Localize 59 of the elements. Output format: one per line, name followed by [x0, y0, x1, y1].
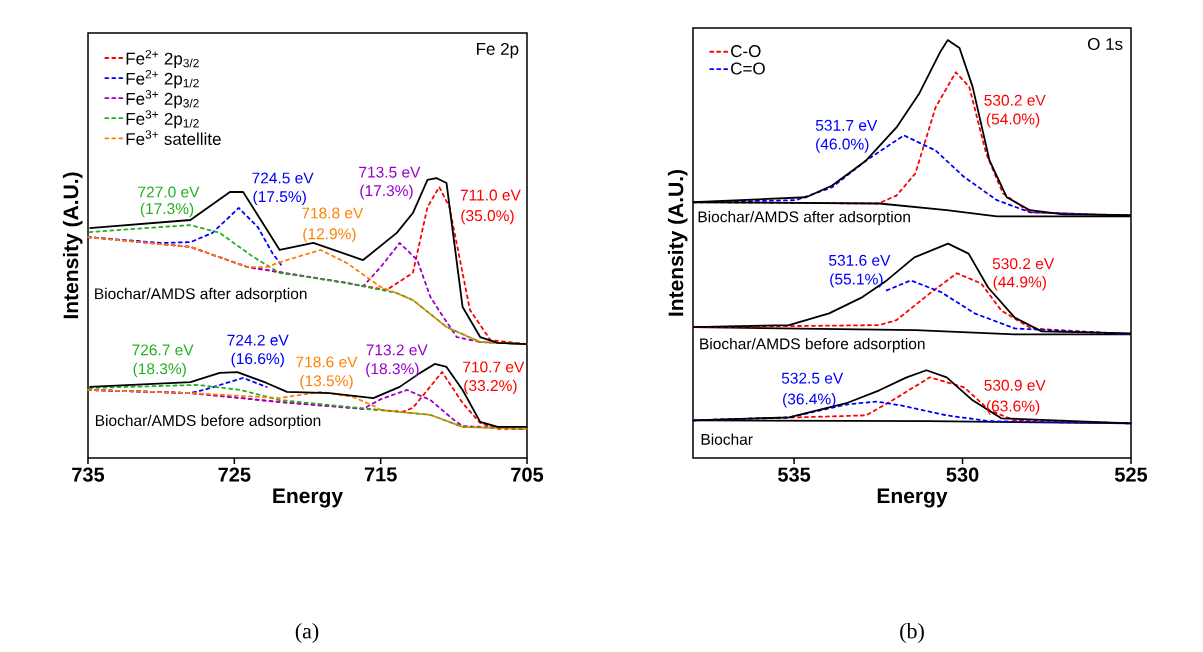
annotation: (13.5%)	[300, 374, 353, 390]
annotation: 530.2 eV	[992, 258, 1055, 270]
annotation: (17.3%)	[140, 202, 194, 218]
text: 713.5 eV	[359, 166, 421, 178]
annotation: (18.3%)	[366, 362, 419, 378]
y-axis-title: Intensity (A.U.)	[62, 172, 83, 319]
annotation: 532.5 eV	[781, 372, 844, 384]
annotation: (16.6%)	[231, 352, 284, 368]
annotation: (35.0%)	[461, 209, 514, 225]
annotation: 724.2 eV	[227, 334, 289, 346]
annotation: Biochar	[701, 433, 753, 445]
annotation: 530.9 eV	[984, 379, 1046, 391]
text: (b)	[900, 623, 924, 643]
chart-title: Fe 2p	[477, 42, 519, 59]
x-tick-label: 715	[364, 467, 397, 482]
annotation: Biochar/AMDS before adsorption	[700, 337, 925, 353]
annotation: 718.8 eV	[302, 207, 364, 219]
annotation: (36.4%)	[783, 393, 836, 408]
legend-label: C-O	[731, 45, 761, 58]
annotation: Biochar/AMDS before adsorption	[95, 414, 321, 430]
annotation: (33.2%)	[464, 379, 517, 395]
x-tick-label: 735	[72, 467, 105, 482]
legend-label: Fe$^{2+}$ 2p$_{1/2}$	[126, 70, 199, 89]
annotation: 531.7 eV	[815, 119, 878, 131]
annotation: 724.5 eV	[252, 172, 314, 184]
x-tick-label: 535	[778, 467, 811, 482]
annotation: Biochar/AMDS after adsorption	[95, 287, 307, 303]
annotation: 727.0 eV	[138, 186, 200, 198]
annotation: (46.0%)	[816, 138, 869, 153]
annotation: (44.9%)	[993, 276, 1046, 291]
annotation: 713.2 eV	[366, 344, 428, 356]
legend-label: Fe$^{3+}$ satellite	[126, 130, 221, 146]
annotation: (18.3%)	[133, 362, 186, 378]
annotation: 530.2 eV	[984, 94, 1046, 106]
annotation: 711.0 eV	[460, 189, 521, 201]
x-axis-title: Energy	[877, 488, 948, 508]
annotation: (17.5%)	[253, 190, 306, 206]
annotation: (55.1%)	[830, 273, 883, 288]
annotation: 710.7 eV	[463, 361, 525, 373]
legend-label: Fe$^{3+}$ 2p$_{3/2}$	[126, 90, 199, 109]
legend-label: C=O	[731, 62, 765, 75]
annotation: (54.0%)	[986, 113, 1040, 128]
annotation: 718.6 eV	[296, 356, 358, 368]
annotation: (17.3%)	[360, 184, 413, 200]
annotation: (12.9%)	[303, 227, 356, 243]
chart-title: O 1s	[1087, 37, 1123, 51]
text: (a)	[295, 623, 319, 643]
x-tick-label: 530	[946, 467, 979, 482]
x-axis-title: Energy	[273, 488, 343, 508]
x-tick-label: 705	[511, 467, 544, 482]
legend-label: Fe$^{3+}$ 2p$_{1/2}$	[126, 110, 199, 129]
annotation: 726.7 eV	[132, 344, 194, 356]
x-tick-label: 725	[218, 467, 251, 482]
annotation: 531.6 eV	[829, 254, 891, 266]
x-tick-label: 525	[1114, 467, 1148, 482]
annotation: Biochar/AMDS after adsorption	[698, 210, 910, 226]
legend-label: Fe$^{2+}$ 2p$_{3/2}$	[126, 49, 199, 69]
annotation: (63.6%)	[986, 400, 1040, 415]
y-axis-title: Intensity (A.U.)	[667, 169, 688, 316]
